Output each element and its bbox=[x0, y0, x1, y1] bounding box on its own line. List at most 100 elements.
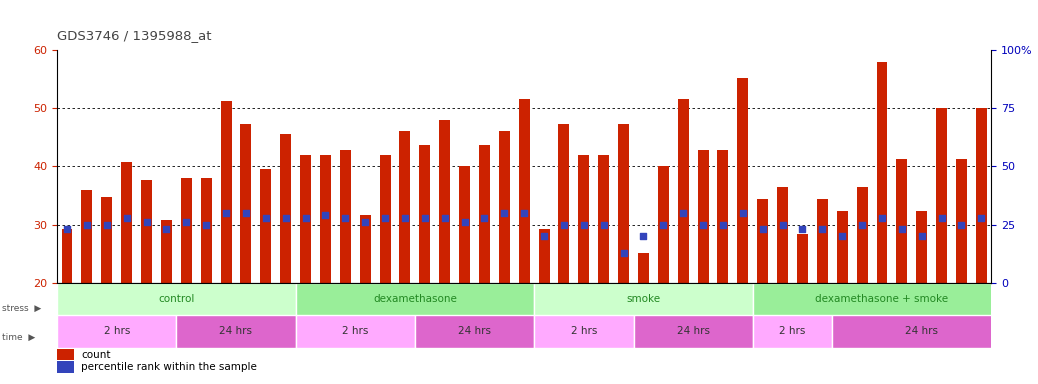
Point bbox=[99, 222, 115, 228]
Text: 2 hrs: 2 hrs bbox=[343, 326, 368, 336]
Bar bbox=[535, 283, 753, 315]
Point bbox=[675, 210, 691, 216]
Point bbox=[138, 219, 155, 225]
Point bbox=[953, 222, 969, 228]
Bar bbox=[499, 131, 510, 283]
Bar bbox=[758, 199, 768, 283]
Text: 2 hrs: 2 hrs bbox=[571, 326, 597, 336]
Bar bbox=[121, 162, 132, 283]
Point bbox=[377, 215, 393, 221]
Bar bbox=[917, 211, 927, 283]
Text: 24 hrs: 24 hrs bbox=[677, 326, 710, 336]
Point bbox=[714, 222, 731, 228]
Text: GDS3746 / 1395988_at: GDS3746 / 1395988_at bbox=[57, 29, 212, 42]
Point bbox=[735, 210, 752, 216]
Bar bbox=[61, 229, 73, 283]
Bar bbox=[320, 155, 331, 283]
Bar bbox=[81, 190, 92, 283]
Point bbox=[774, 222, 791, 228]
Text: time  ▶: time ▶ bbox=[2, 333, 35, 342]
Text: 24 hrs: 24 hrs bbox=[458, 326, 491, 336]
Bar bbox=[753, 283, 1011, 315]
Text: 24 hrs: 24 hrs bbox=[905, 326, 938, 336]
Point bbox=[337, 215, 354, 221]
Point bbox=[318, 212, 334, 218]
Bar bbox=[797, 234, 808, 283]
Point bbox=[257, 215, 274, 221]
Text: smoke: smoke bbox=[626, 294, 660, 304]
Point bbox=[357, 219, 374, 225]
Point bbox=[834, 233, 850, 240]
Point bbox=[158, 226, 174, 232]
Bar bbox=[200, 178, 212, 283]
Bar bbox=[936, 108, 947, 283]
Bar bbox=[876, 61, 887, 283]
Bar bbox=[737, 78, 748, 283]
Bar bbox=[658, 166, 668, 283]
Bar bbox=[241, 124, 251, 283]
Point bbox=[516, 210, 532, 216]
Bar bbox=[777, 187, 788, 283]
Bar bbox=[578, 155, 590, 283]
Bar bbox=[638, 253, 649, 283]
Bar bbox=[261, 169, 271, 283]
Point bbox=[496, 210, 513, 216]
Bar bbox=[300, 155, 311, 283]
Bar bbox=[459, 166, 470, 283]
Point bbox=[397, 215, 413, 221]
Bar bbox=[698, 150, 709, 283]
Point bbox=[118, 215, 135, 221]
Bar bbox=[535, 315, 633, 348]
Bar bbox=[856, 187, 868, 283]
Point bbox=[79, 222, 95, 228]
Bar bbox=[360, 215, 371, 283]
Point bbox=[854, 222, 871, 228]
Text: dexamethasone + smoke: dexamethasone + smoke bbox=[816, 294, 949, 304]
Text: count: count bbox=[81, 350, 111, 360]
Text: 2 hrs: 2 hrs bbox=[780, 326, 805, 336]
Point bbox=[794, 226, 811, 232]
Point bbox=[218, 210, 235, 216]
Bar bbox=[897, 159, 907, 283]
Text: control: control bbox=[158, 294, 194, 304]
Point bbox=[933, 215, 950, 221]
Bar bbox=[181, 178, 192, 283]
Point bbox=[297, 215, 313, 221]
Point bbox=[536, 233, 552, 240]
Bar bbox=[419, 146, 431, 283]
Bar bbox=[717, 150, 729, 283]
Point bbox=[198, 222, 215, 228]
Bar bbox=[633, 315, 753, 348]
Bar bbox=[976, 108, 987, 283]
Bar bbox=[57, 361, 74, 373]
Text: 24 hrs: 24 hrs bbox=[219, 326, 252, 336]
Bar bbox=[400, 131, 410, 283]
Point bbox=[575, 222, 592, 228]
Point bbox=[814, 226, 830, 232]
Text: percentile rank within the sample: percentile rank within the sample bbox=[81, 362, 257, 372]
Bar bbox=[832, 315, 1011, 348]
Point bbox=[694, 222, 711, 228]
Bar bbox=[439, 120, 450, 283]
Bar bbox=[519, 99, 529, 283]
Bar bbox=[678, 99, 688, 283]
Point bbox=[436, 215, 453, 221]
Bar bbox=[956, 159, 967, 283]
Bar bbox=[57, 283, 296, 315]
Point bbox=[277, 215, 294, 221]
Point bbox=[874, 215, 891, 221]
Point bbox=[616, 250, 632, 256]
Point bbox=[476, 215, 493, 221]
Point bbox=[59, 226, 76, 232]
Point bbox=[755, 226, 771, 232]
Bar bbox=[102, 197, 112, 283]
Bar bbox=[380, 155, 390, 283]
Point bbox=[457, 219, 473, 225]
Point bbox=[973, 215, 989, 221]
Bar bbox=[558, 124, 570, 283]
Bar bbox=[280, 134, 291, 283]
Bar bbox=[296, 315, 415, 348]
Bar bbox=[141, 180, 152, 283]
Bar bbox=[479, 146, 490, 283]
Bar bbox=[57, 349, 74, 361]
